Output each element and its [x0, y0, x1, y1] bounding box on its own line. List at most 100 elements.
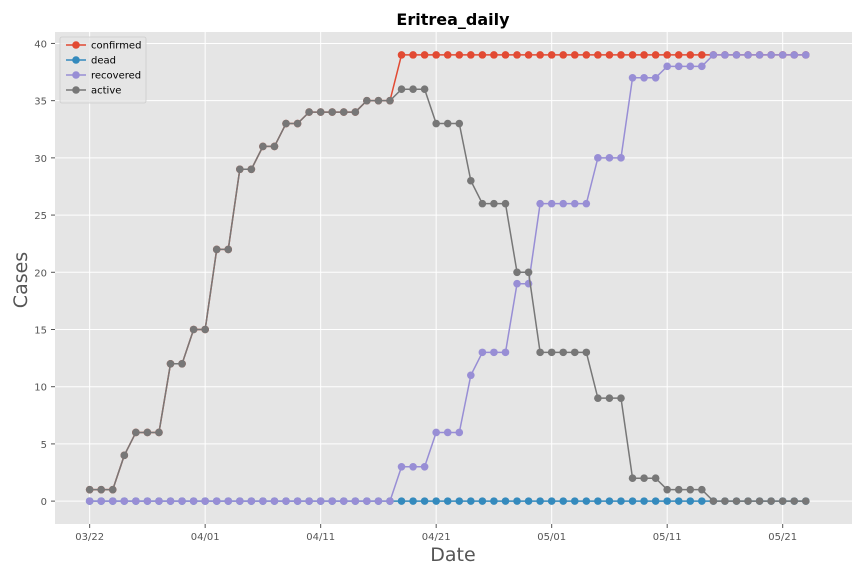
series-layer [85, 51, 810, 505]
active-point [617, 394, 625, 402]
active-point [547, 348, 556, 357]
legend-swatch-marker [72, 56, 80, 64]
dead-point [582, 497, 591, 505]
legend-item-recovered: recovered [66, 71, 141, 82]
active-point [212, 245, 221, 254]
active-point [467, 176, 475, 185]
active-point [744, 497, 752, 505]
legend-item-dead: dead [66, 56, 116, 67]
recovered-point [605, 154, 614, 162]
recovered-point [640, 73, 648, 82]
active-point [143, 428, 152, 437]
active-point [802, 497, 810, 505]
y-tick-label: 0 [41, 497, 47, 508]
legend-swatch-marker [72, 71, 80, 79]
confirmed-point [409, 51, 417, 59]
y-axis-label: Cases [10, 252, 32, 308]
dead-point [432, 497, 440, 505]
active-point [605, 394, 614, 402]
active-point [270, 142, 279, 151]
active-point [478, 199, 487, 208]
recovered-point [120, 497, 129, 505]
confirmed-point [397, 51, 406, 59]
recovered-point [582, 199, 591, 208]
dead-point [605, 497, 614, 505]
confirmed-point [582, 51, 591, 59]
legend-swatch-marker [72, 86, 80, 94]
recovered-point [166, 497, 175, 505]
active-point [224, 245, 233, 254]
dead-point [455, 497, 464, 505]
confirmed-point [617, 51, 625, 59]
recovered-point [570, 199, 579, 208]
legend-label: active [91, 86, 121, 97]
confirmed-point [570, 51, 579, 59]
recovered-point [363, 497, 371, 505]
confirmed-point [594, 51, 602, 59]
x-tick-label: 04/11 [306, 532, 335, 543]
dead-point [490, 497, 498, 505]
active-point [397, 85, 406, 94]
active-point [732, 497, 741, 505]
recovered-point [663, 62, 671, 71]
active-point [582, 348, 591, 357]
recovered-point [467, 371, 475, 380]
recovered-point [155, 497, 163, 505]
recovered-point [316, 497, 325, 505]
series-active [85, 85, 810, 505]
recovered-point [617, 154, 625, 162]
recovered-point [721, 51, 729, 59]
recovered-point [443, 428, 452, 437]
recovered-point [282, 497, 290, 505]
active-point [790, 497, 799, 505]
y-tick-label: 5 [41, 440, 47, 451]
y-tick-label: 20 [34, 268, 47, 279]
dead-point [443, 497, 452, 505]
active-point [247, 165, 256, 174]
active-point [328, 108, 337, 116]
dead-point [513, 497, 521, 505]
y-tick-label: 40 [34, 39, 47, 50]
confirmed-point [455, 51, 464, 59]
active-point [189, 325, 198, 334]
recovered-point [674, 62, 683, 71]
confirmed-point [420, 51, 429, 59]
dead-point [501, 497, 510, 505]
recovered-point [386, 497, 394, 505]
x-axis: 03/22 04/01 04/11 04/21 05/01 05/11 05/21 [75, 524, 797, 543]
recovered-point [744, 51, 752, 59]
active-point [640, 474, 648, 483]
recovered-point [189, 497, 198, 505]
active-point [432, 119, 440, 128]
recovered-point [201, 497, 209, 505]
y-tick-label: 35 [34, 97, 47, 108]
active-point [259, 142, 267, 151]
active-point [559, 348, 568, 357]
recovered-point [97, 497, 105, 505]
active-point [351, 108, 360, 116]
y-axis: 0 5 10 15 20 25 30 35 40 [34, 39, 55, 508]
recovered-point [698, 62, 706, 71]
recovered-point [802, 51, 810, 59]
confirmed-point [628, 51, 637, 59]
confirmed-point [651, 51, 660, 59]
chart-title: Eritrea_daily [396, 10, 510, 29]
active-point [755, 497, 764, 505]
recovered-point [513, 279, 521, 288]
active-point [767, 497, 775, 505]
dead-point [420, 497, 429, 505]
recovered-point [397, 462, 406, 471]
recovered-point [247, 497, 256, 505]
confirmed-point [432, 51, 440, 59]
active-point [443, 119, 452, 128]
recovered-point [339, 497, 348, 505]
recovered-point [651, 73, 660, 82]
recovered-point [767, 51, 775, 59]
active-point [201, 325, 209, 334]
dead-point [698, 497, 706, 505]
active-point [97, 485, 105, 494]
active-point [524, 268, 533, 277]
confirmed-point [478, 51, 487, 59]
x-tick-label: 05/21 [768, 532, 797, 543]
active-point [374, 96, 383, 105]
